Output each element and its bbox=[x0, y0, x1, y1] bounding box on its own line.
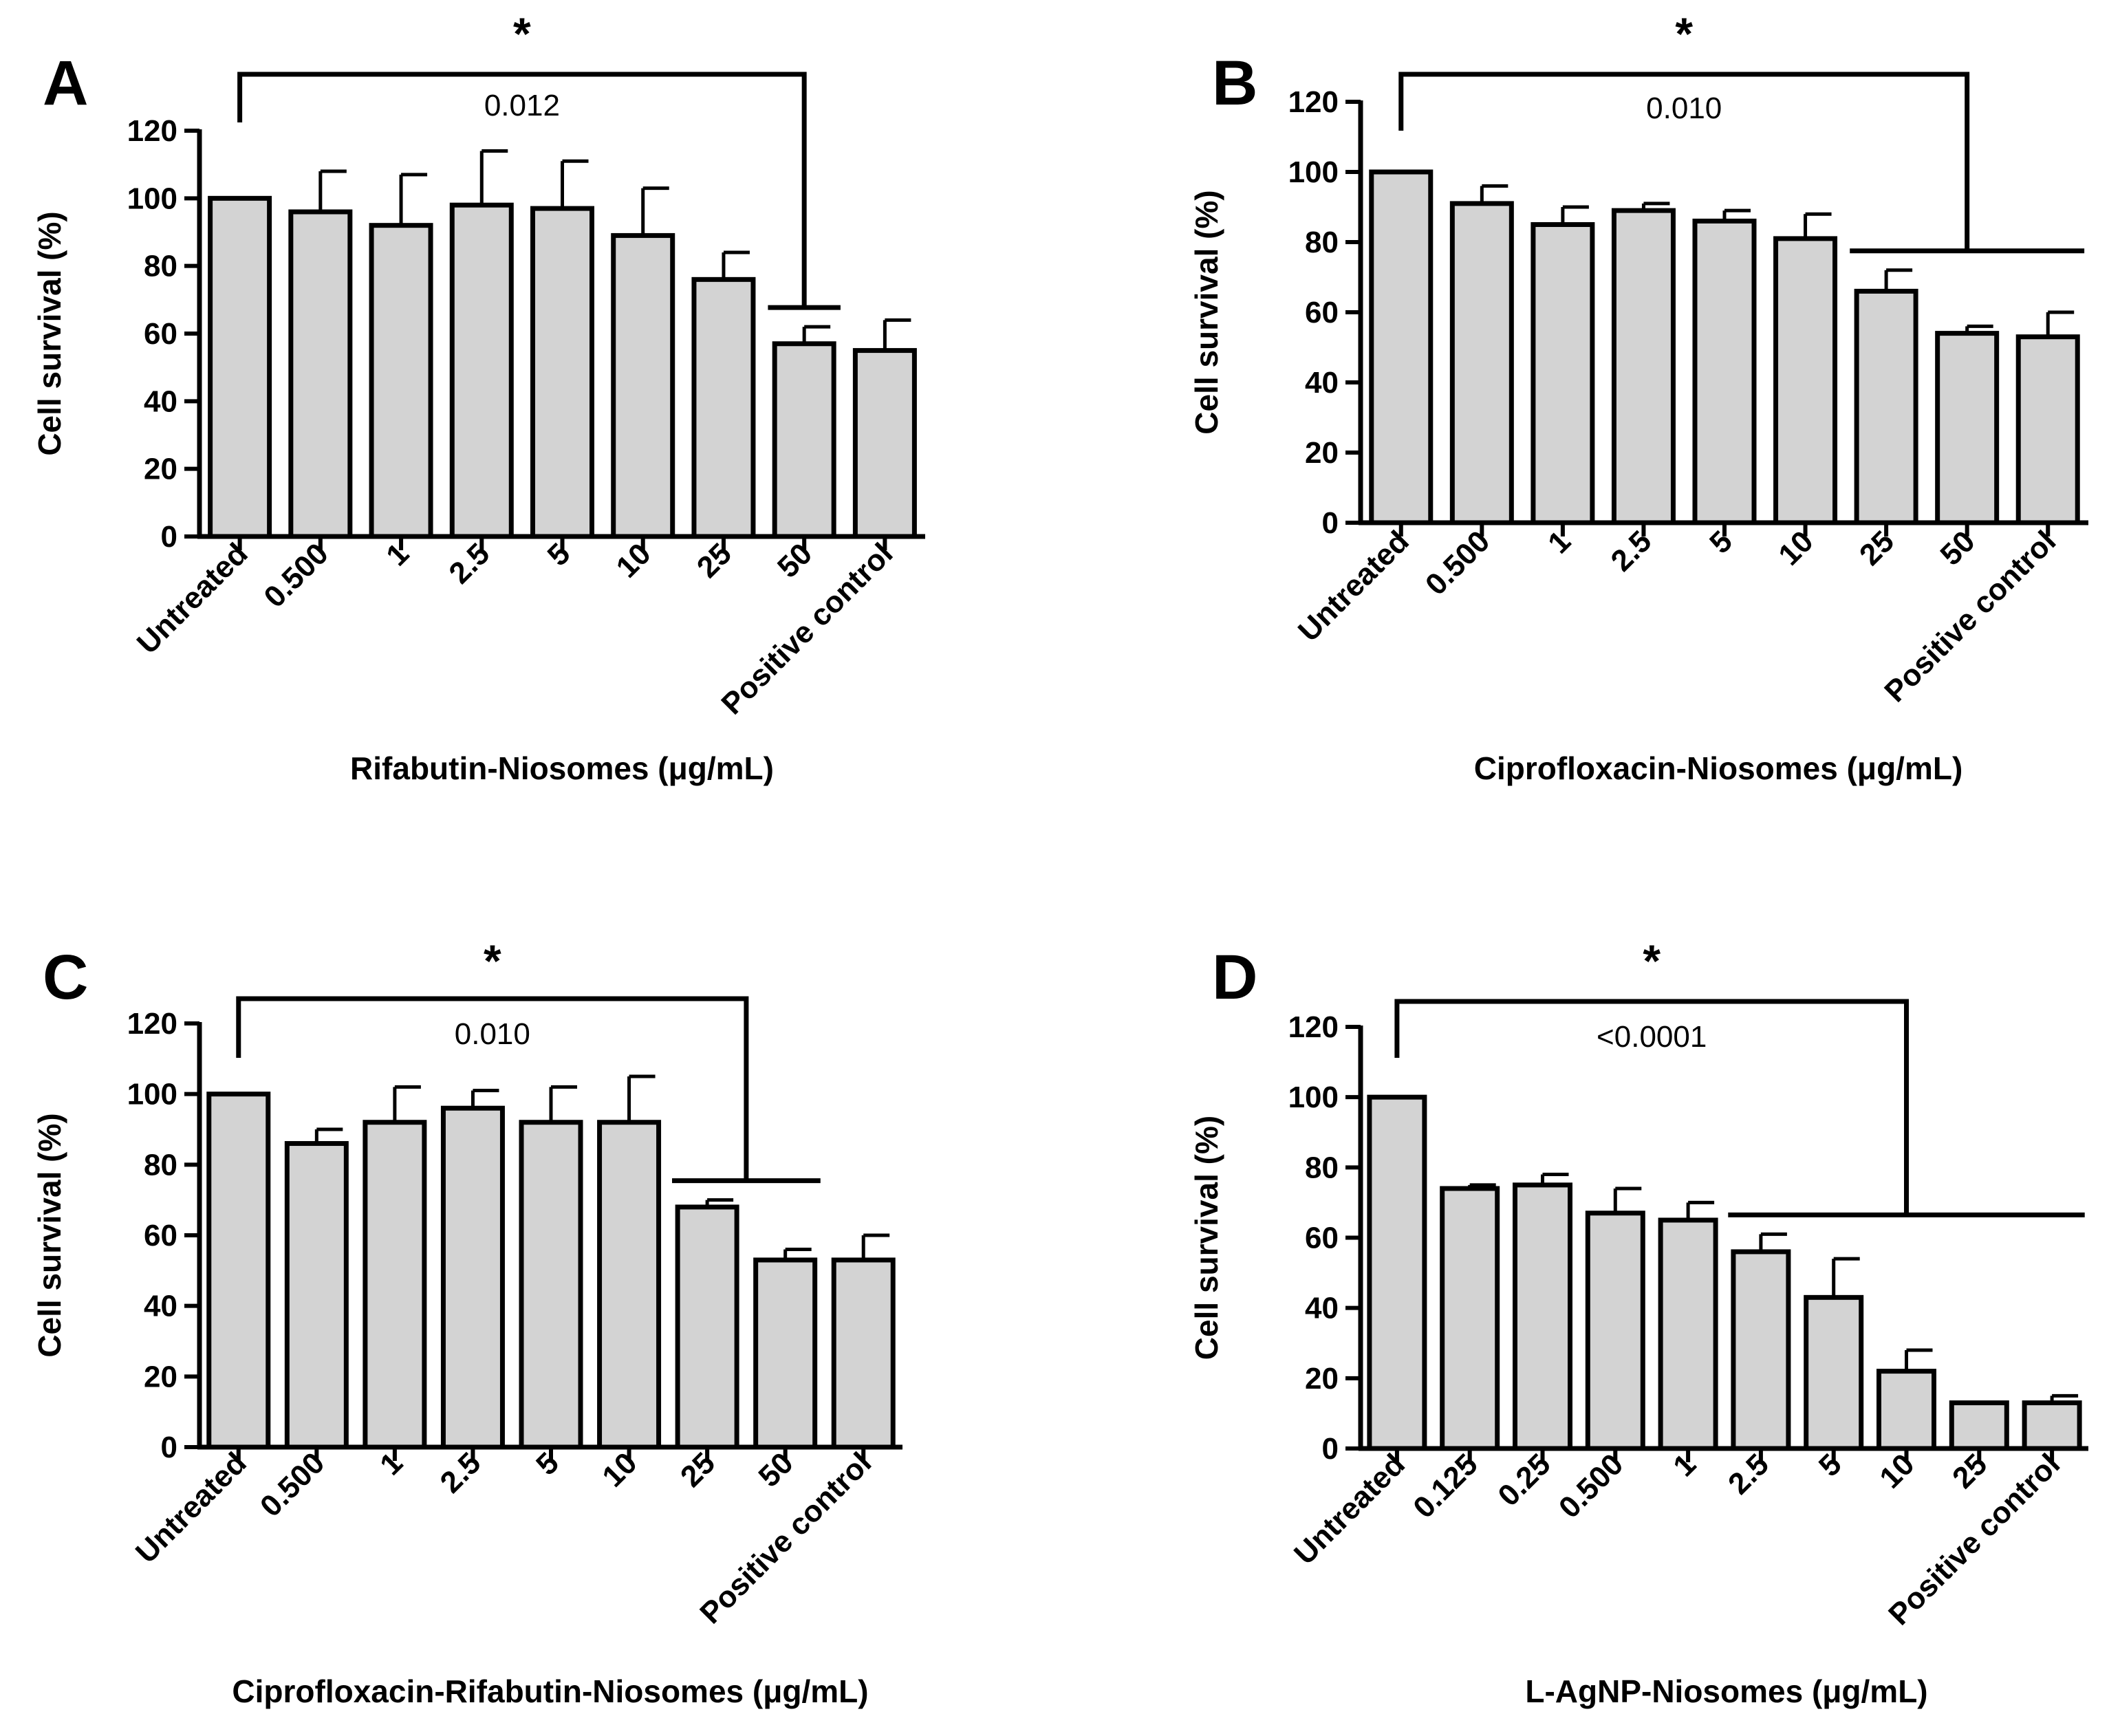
y-tick-label: 60 bbox=[144, 317, 177, 351]
y-tick-label: 80 bbox=[144, 1148, 177, 1182]
bar bbox=[1804, 1294, 1864, 1451]
y-tick-label: 80 bbox=[144, 250, 177, 283]
y-axis-label: Cell survival (%) bbox=[32, 211, 67, 455]
bar bbox=[1692, 218, 1757, 525]
bar bbox=[1369, 169, 1434, 525]
bar bbox=[284, 1141, 349, 1450]
p-value-label: 0.012 bbox=[484, 89, 560, 122]
y-axis-label: Cell survival (%) bbox=[32, 1113, 67, 1357]
y-tick-label: 60 bbox=[1305, 1222, 1339, 1255]
bar bbox=[1449, 201, 1514, 525]
bar bbox=[1935, 331, 2000, 525]
bar bbox=[831, 1257, 896, 1450]
bar bbox=[1611, 208, 1676, 525]
panel-letter: B bbox=[1212, 48, 1257, 118]
p-value-label: 0.010 bbox=[1646, 91, 1722, 125]
bar bbox=[1854, 288, 1918, 525]
y-tick-label: 100 bbox=[127, 182, 177, 215]
panel-letter: C bbox=[43, 942, 88, 1012]
significance-star: * bbox=[484, 935, 501, 986]
y-tick-label: 40 bbox=[1305, 1292, 1339, 1325]
y-tick-label: 0 bbox=[1322, 506, 1339, 540]
y-axis-label: Cell survival (%) bbox=[1189, 190, 1224, 434]
y-tick-label: 0 bbox=[1322, 1432, 1339, 1466]
bar bbox=[206, 1092, 271, 1450]
bar bbox=[440, 1105, 505, 1450]
p-value-label: <0.0001 bbox=[1597, 1020, 1707, 1054]
y-tick-label: 80 bbox=[1305, 1151, 1339, 1184]
panel-letter: A bbox=[43, 48, 88, 118]
bar bbox=[530, 206, 594, 539]
bar bbox=[363, 1120, 427, 1450]
x-axis-label: L-AgNP-Niosomes (μg/mL) bbox=[1525, 1673, 1927, 1709]
y-tick-label: 120 bbox=[127, 1007, 177, 1041]
bar bbox=[1513, 1182, 1572, 1451]
y-tick-label: 20 bbox=[144, 1360, 177, 1393]
significance-star: * bbox=[513, 8, 531, 59]
bar bbox=[2022, 1400, 2082, 1451]
bar bbox=[1367, 1094, 1427, 1451]
y-tick-label: 120 bbox=[127, 114, 177, 148]
bar bbox=[1949, 1400, 2009, 1451]
bar bbox=[1877, 1369, 1936, 1451]
bar bbox=[1585, 1211, 1645, 1451]
y-tick-label: 60 bbox=[1305, 296, 1339, 329]
y-axis-label: Cell survival (%) bbox=[1189, 1116, 1224, 1360]
bar bbox=[1658, 1217, 1718, 1451]
y-tick-label: 20 bbox=[1305, 436, 1339, 470]
bar bbox=[449, 202, 514, 539]
y-tick-label: 40 bbox=[1305, 366, 1339, 400]
bar bbox=[753, 1257, 818, 1450]
panel-letter: D bbox=[1212, 942, 1257, 1012]
y-tick-label: 100 bbox=[1288, 1081, 1339, 1114]
y-tick-label: 100 bbox=[1288, 155, 1339, 189]
bar bbox=[597, 1120, 662, 1450]
bar bbox=[691, 276, 756, 539]
significance-bracket bbox=[1394, 999, 1909, 1215]
bar bbox=[852, 348, 917, 539]
bar bbox=[2015, 334, 2080, 525]
bar bbox=[611, 232, 675, 539]
y-tick-label: 120 bbox=[1288, 1010, 1339, 1044]
bar bbox=[675, 1204, 739, 1450]
significance-bracket bbox=[236, 996, 749, 1181]
y-tick-label: 0 bbox=[161, 1431, 177, 1464]
bar bbox=[1531, 222, 1595, 525]
y-tick-label: 0 bbox=[161, 520, 177, 554]
y-tick-label: 40 bbox=[144, 1290, 177, 1323]
y-tick-label: 80 bbox=[1305, 226, 1339, 259]
y-tick-label: 100 bbox=[127, 1078, 177, 1111]
significance-star: * bbox=[1643, 935, 1661, 986]
bar bbox=[1773, 236, 1838, 525]
y-tick-label: 40 bbox=[144, 384, 177, 418]
y-tick-label: 20 bbox=[1305, 1362, 1339, 1396]
bar bbox=[772, 341, 836, 539]
x-axis-label: Ciprofloxacin-Niosomes (μg/mL) bbox=[1474, 750, 1963, 786]
y-tick-label: 20 bbox=[144, 453, 177, 486]
x-axis-label: Rifabutin-Niosomes (μg/mL) bbox=[350, 750, 774, 786]
bar bbox=[288, 209, 353, 539]
bar bbox=[208, 195, 272, 539]
bar bbox=[369, 223, 433, 539]
x-axis-label: Ciprofloxacin-Rifabutin-Niosomes (μg/mL) bbox=[232, 1673, 868, 1709]
bar bbox=[519, 1120, 583, 1450]
bar bbox=[1731, 1249, 1791, 1451]
significance-star: * bbox=[1675, 8, 1693, 59]
bar bbox=[1440, 1186, 1500, 1451]
p-value-label: 0.010 bbox=[455, 1017, 530, 1051]
significance-bracket bbox=[1398, 72, 1970, 251]
y-tick-label: 60 bbox=[144, 1219, 177, 1252]
y-tick-label: 120 bbox=[1288, 85, 1339, 119]
significance-bracket bbox=[237, 72, 807, 308]
